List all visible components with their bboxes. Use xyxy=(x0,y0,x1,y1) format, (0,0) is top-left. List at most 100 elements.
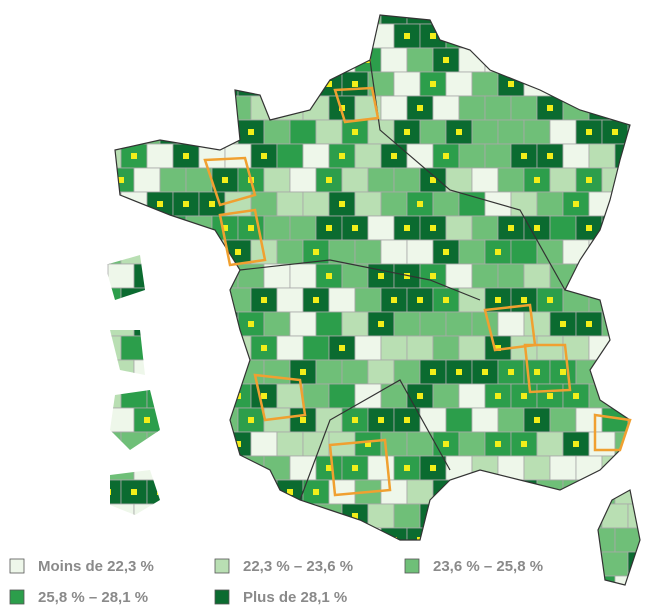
city-marker xyxy=(157,489,163,495)
department xyxy=(458,15,486,25)
department xyxy=(172,15,200,25)
department xyxy=(198,335,226,361)
city-marker xyxy=(508,513,514,519)
department xyxy=(367,215,395,241)
department xyxy=(133,311,161,337)
department xyxy=(105,47,122,73)
city-marker xyxy=(157,57,163,63)
department xyxy=(159,311,187,337)
department xyxy=(107,263,135,289)
city-marker xyxy=(157,201,163,207)
department xyxy=(315,503,343,529)
department xyxy=(354,15,382,25)
department xyxy=(263,119,291,145)
department xyxy=(354,191,382,217)
legend-swatch xyxy=(9,558,25,574)
department xyxy=(549,407,577,433)
department xyxy=(393,71,421,97)
city-marker xyxy=(170,129,176,135)
city-marker xyxy=(443,297,449,303)
department xyxy=(458,527,486,553)
city-marker xyxy=(235,441,241,447)
department xyxy=(549,455,577,481)
department xyxy=(263,215,291,241)
city-marker xyxy=(534,417,540,423)
department xyxy=(536,47,564,73)
department xyxy=(354,239,382,265)
department xyxy=(224,527,252,553)
department xyxy=(133,503,161,529)
department xyxy=(458,335,486,361)
department xyxy=(549,551,577,577)
department xyxy=(146,95,174,121)
city-marker xyxy=(105,489,111,495)
city-marker xyxy=(209,537,215,543)
city-marker xyxy=(612,33,618,39)
department xyxy=(497,23,525,49)
department xyxy=(289,23,317,49)
department xyxy=(159,551,187,577)
city-marker xyxy=(586,273,592,279)
department xyxy=(289,167,317,193)
legend-label: 25,8 % – 28,1 % xyxy=(38,589,148,606)
department xyxy=(120,527,148,553)
city-marker xyxy=(417,105,423,111)
city-marker xyxy=(170,273,176,279)
department xyxy=(575,407,603,433)
department xyxy=(471,119,499,145)
city-marker xyxy=(521,489,527,495)
city-marker xyxy=(326,33,332,39)
city-marker xyxy=(222,81,228,87)
legend-swatch xyxy=(404,558,420,574)
city-marker xyxy=(157,297,163,303)
city-marker xyxy=(612,225,618,231)
department xyxy=(105,527,122,553)
department xyxy=(172,575,200,585)
department xyxy=(120,335,148,361)
city-marker xyxy=(573,441,579,447)
department xyxy=(107,359,135,385)
city-marker xyxy=(612,369,618,375)
city-marker xyxy=(183,105,189,111)
department xyxy=(211,119,239,145)
department xyxy=(120,95,148,121)
department xyxy=(302,47,330,73)
department xyxy=(276,15,304,25)
city-marker xyxy=(508,33,514,39)
department xyxy=(185,359,213,385)
department xyxy=(510,191,538,217)
city-marker xyxy=(469,585,475,591)
department xyxy=(406,335,434,361)
city-marker xyxy=(482,33,488,39)
department xyxy=(497,119,525,145)
city-marker xyxy=(105,57,111,63)
city-marker xyxy=(508,225,514,231)
department xyxy=(107,455,135,481)
department xyxy=(380,575,408,585)
city-marker xyxy=(404,417,410,423)
city-marker xyxy=(534,369,540,375)
department xyxy=(614,239,640,265)
city-marker xyxy=(196,561,202,567)
city-marker xyxy=(339,201,345,207)
department xyxy=(419,311,447,337)
department xyxy=(432,527,460,553)
city-marker xyxy=(573,585,579,591)
department xyxy=(120,239,148,265)
city-marker xyxy=(261,9,267,15)
department xyxy=(172,527,200,553)
city-marker xyxy=(391,153,397,159)
department xyxy=(562,47,590,73)
city-marker xyxy=(170,513,176,519)
city-marker xyxy=(469,489,475,495)
city-marker xyxy=(261,489,267,495)
city-marker xyxy=(352,33,358,39)
city-marker xyxy=(326,273,332,279)
legend-label: 23,6 % – 25,8 % xyxy=(433,558,543,575)
department xyxy=(380,191,408,217)
department xyxy=(484,95,512,121)
department xyxy=(354,383,382,409)
department xyxy=(601,215,629,241)
department xyxy=(627,23,640,49)
city-marker xyxy=(573,9,579,15)
